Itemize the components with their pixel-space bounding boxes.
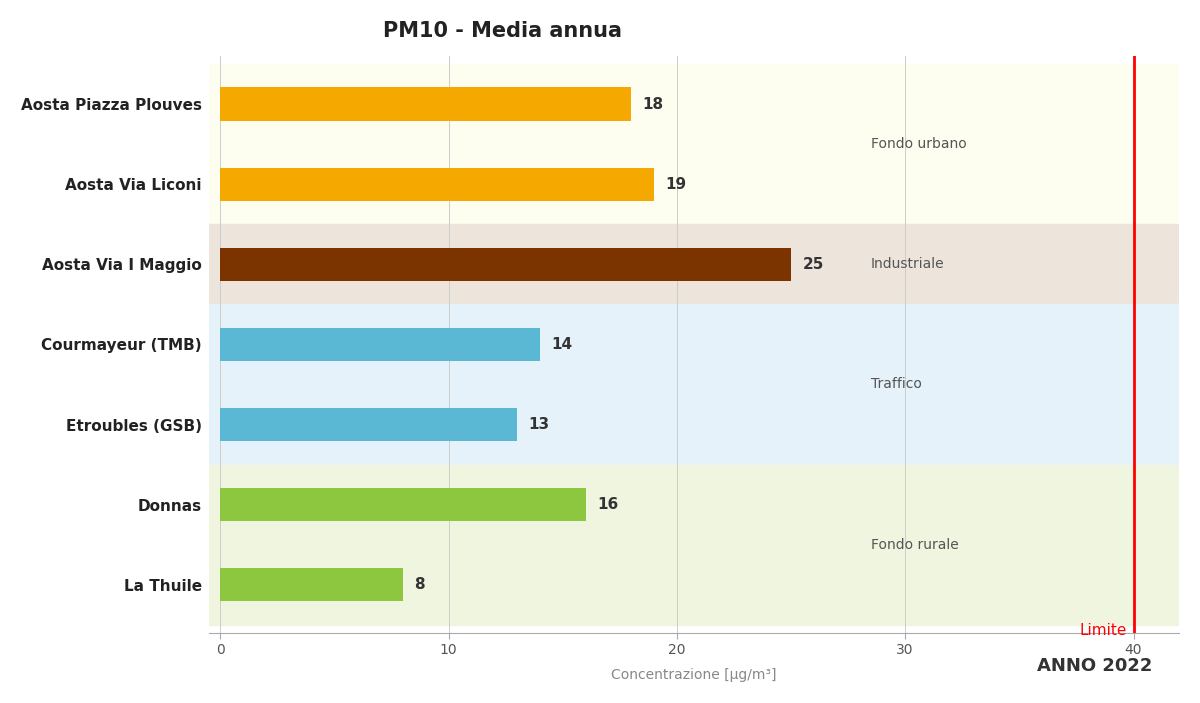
- Text: 18: 18: [642, 97, 664, 112]
- Bar: [209, 224, 1180, 304]
- Text: 13: 13: [528, 417, 550, 432]
- Bar: [220, 87, 631, 121]
- Text: 16: 16: [596, 497, 618, 512]
- Text: 25: 25: [803, 257, 824, 272]
- Bar: [220, 167, 654, 201]
- Text: Limite: Limite: [1079, 623, 1127, 638]
- Text: Fondo urbano: Fondo urbano: [871, 137, 967, 151]
- Bar: [220, 488, 586, 522]
- Bar: [209, 64, 1180, 224]
- Bar: [220, 247, 791, 281]
- Text: 14: 14: [551, 337, 572, 352]
- Text: 19: 19: [666, 177, 686, 192]
- Text: Fondo rurale: Fondo rurale: [871, 538, 959, 552]
- X-axis label: Concentrazione [μg/m³]: Concentrazione [μg/m³]: [611, 668, 776, 682]
- Bar: [209, 465, 1180, 625]
- Text: Traffico: Traffico: [871, 378, 922, 392]
- Bar: [220, 408, 517, 441]
- Bar: [220, 568, 403, 602]
- Text: Industriale: Industriale: [871, 257, 944, 271]
- Text: 8: 8: [414, 577, 425, 592]
- Text: PM10 - Media annua: PM10 - Media annua: [384, 21, 623, 41]
- Bar: [209, 304, 1180, 465]
- Bar: [220, 328, 540, 361]
- Text: ANNO 2022: ANNO 2022: [1037, 657, 1152, 675]
